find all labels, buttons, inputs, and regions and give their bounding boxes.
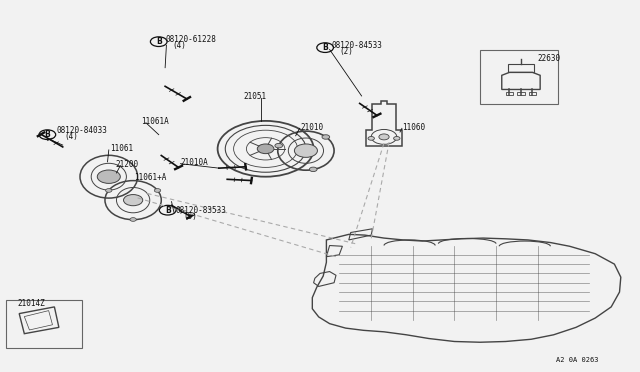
Circle shape	[394, 137, 400, 140]
Text: 08120-84533: 08120-84533	[332, 41, 382, 50]
Circle shape	[294, 144, 317, 157]
Text: 21010: 21010	[301, 123, 324, 132]
Circle shape	[97, 170, 120, 183]
Text: 08120-83533: 08120-83533	[176, 206, 227, 215]
Text: B: B	[165, 206, 170, 215]
Text: 11061A: 11061A	[141, 117, 168, 126]
Text: 21010A: 21010A	[180, 158, 208, 167]
Text: 11061: 11061	[110, 144, 133, 153]
Bar	[529, 92, 536, 95]
Text: (2): (2)	[339, 47, 353, 56]
Text: 11060: 11060	[402, 123, 425, 132]
Circle shape	[124, 195, 143, 206]
Text: (4): (4)	[173, 41, 187, 50]
Text: 08120-84033: 08120-84033	[57, 126, 108, 135]
Text: (4): (4)	[64, 132, 78, 141]
Circle shape	[257, 144, 274, 154]
Text: 22630: 22630	[538, 54, 561, 63]
Circle shape	[309, 167, 317, 171]
Text: B: B	[156, 37, 161, 46]
Text: 21200: 21200	[115, 160, 138, 169]
Text: A2 0A 0263: A2 0A 0263	[556, 357, 598, 363]
Bar	[508, 64, 534, 72]
Circle shape	[379, 134, 389, 140]
Text: 21014Z: 21014Z	[18, 299, 45, 308]
Circle shape	[322, 135, 330, 139]
Circle shape	[130, 218, 136, 221]
Text: 08120-61228: 08120-61228	[165, 35, 216, 44]
Text: B: B	[323, 43, 328, 52]
Circle shape	[275, 144, 282, 148]
Bar	[6, 300, 82, 348]
Text: (5): (5)	[184, 212, 198, 221]
Text: 21051: 21051	[243, 92, 266, 101]
Text: B: B	[45, 130, 50, 139]
Bar	[517, 92, 525, 95]
Bar	[480, 50, 558, 104]
Bar	[506, 92, 513, 95]
Circle shape	[106, 189, 112, 192]
Circle shape	[368, 137, 374, 140]
Circle shape	[154, 189, 161, 192]
Text: 11061+A: 11061+A	[134, 173, 167, 182]
